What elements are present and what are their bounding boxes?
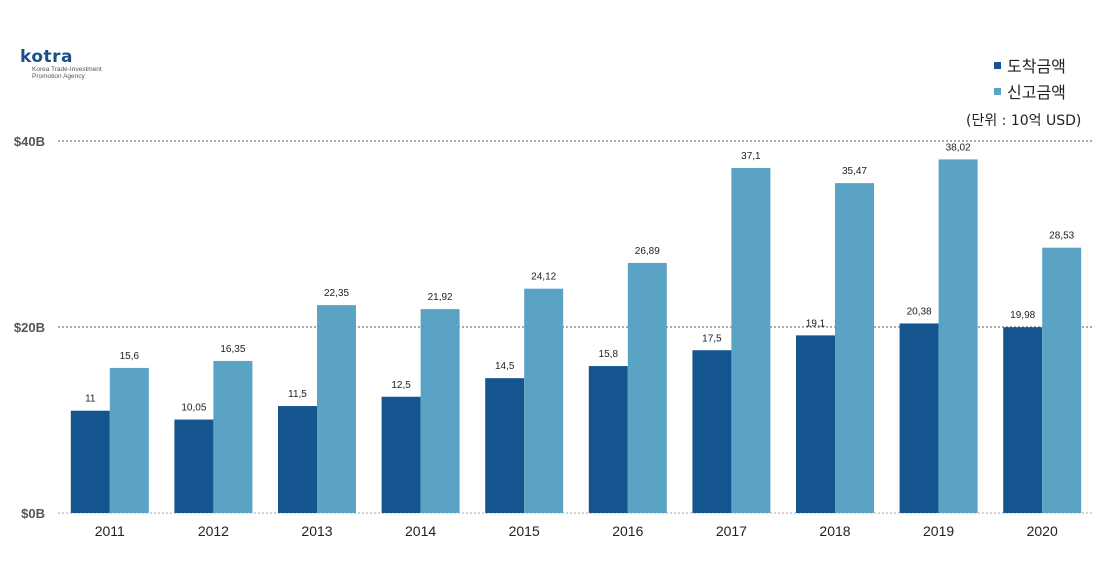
data-label-arrival: 15,8 [599,349,619,360]
bar-reported [213,360,253,513]
data-label-arrival: 11 [85,394,96,405]
legend-label-reported: 신고금액 [1007,83,1066,102]
y-tick-label: $20B [14,320,45,335]
bar-arrival [485,378,525,513]
data-label-reported: 24,12 [531,272,556,283]
data-label-arrival: 12,5 [391,380,411,391]
x-tick-label: 2011 [95,523,125,539]
x-tick-label: 2016 [612,523,643,539]
data-label-arrival: 19,98 [1010,310,1035,321]
logo-brand: kotra [20,47,74,67]
bar-reported [731,167,771,513]
kotra-logo: kotra Korea Trade-Investment Promotion A… [20,48,102,80]
x-tick-label: 2017 [716,523,747,539]
legend-item-arrival: 도착금액 [994,52,1066,78]
bar-reported [835,183,874,513]
data-label-reported: 15,6 [120,351,140,362]
legend-swatch-reported [994,87,1001,95]
bar-reported [524,288,564,513]
bar-arrival [796,335,835,513]
legend-swatch-arrival [994,61,1001,69]
data-label-arrival: 14,5 [495,361,515,372]
legend-item-reported: 신고금액 [994,78,1066,104]
logo-subtitle-line1: Korea Trade-Investment [32,66,102,73]
data-label-reported: 35,47 [842,166,867,177]
legend: 도착금액 신고금액 [994,52,1066,104]
legend-label-arrival: 도착금액 [1007,57,1066,76]
data-label-arrival: 10,05 [181,403,206,414]
data-label-reported: 22,35 [324,288,349,299]
data-label-reported: 28,53 [1049,231,1074,242]
bar-arrival [278,406,317,513]
data-label-arrival: 19,1 [806,318,826,329]
bar-reported [317,305,356,513]
x-tick-label: 2014 [405,523,436,539]
data-label-reported: 16,35 [220,344,245,355]
x-tick-label: 2019 [923,523,954,539]
bar-reported [1042,247,1082,513]
bar-arrival [1003,327,1043,513]
bar-arrival [899,323,939,513]
bar-arrival [692,350,732,513]
bar-reported [627,262,667,513]
bar-arrival [588,366,628,513]
bar-arrival [70,410,110,513]
data-label-arrival: 17,5 [702,333,722,344]
x-tick-label: 2018 [819,523,850,539]
logo-subtitle-line2: Promotion Agency [32,73,85,80]
data-label-reported: 37,1 [741,151,761,162]
x-tick-label: 2013 [301,523,332,539]
bar-arrival [381,396,421,513]
data-label-reported: 26,89 [635,246,660,257]
data-label-reported: 38,02 [946,142,971,153]
y-tick-label: $40B [14,134,45,149]
data-label-reported: 21,92 [428,292,453,303]
data-label-arrival: 20,38 [907,306,932,317]
x-tick-label: 2015 [509,523,540,539]
unit-note: (단위 : 10억 USD) [966,113,1082,129]
x-tick-label: 2012 [198,523,229,539]
x-tick-label: 2020 [1027,523,1058,539]
y-tick-label: $0B [21,506,45,521]
bar-reported [938,159,978,513]
bar-reported [109,367,149,513]
bar-reported [420,309,460,513]
data-label-arrival: 11,5 [288,389,307,400]
bar-arrival [174,419,214,513]
